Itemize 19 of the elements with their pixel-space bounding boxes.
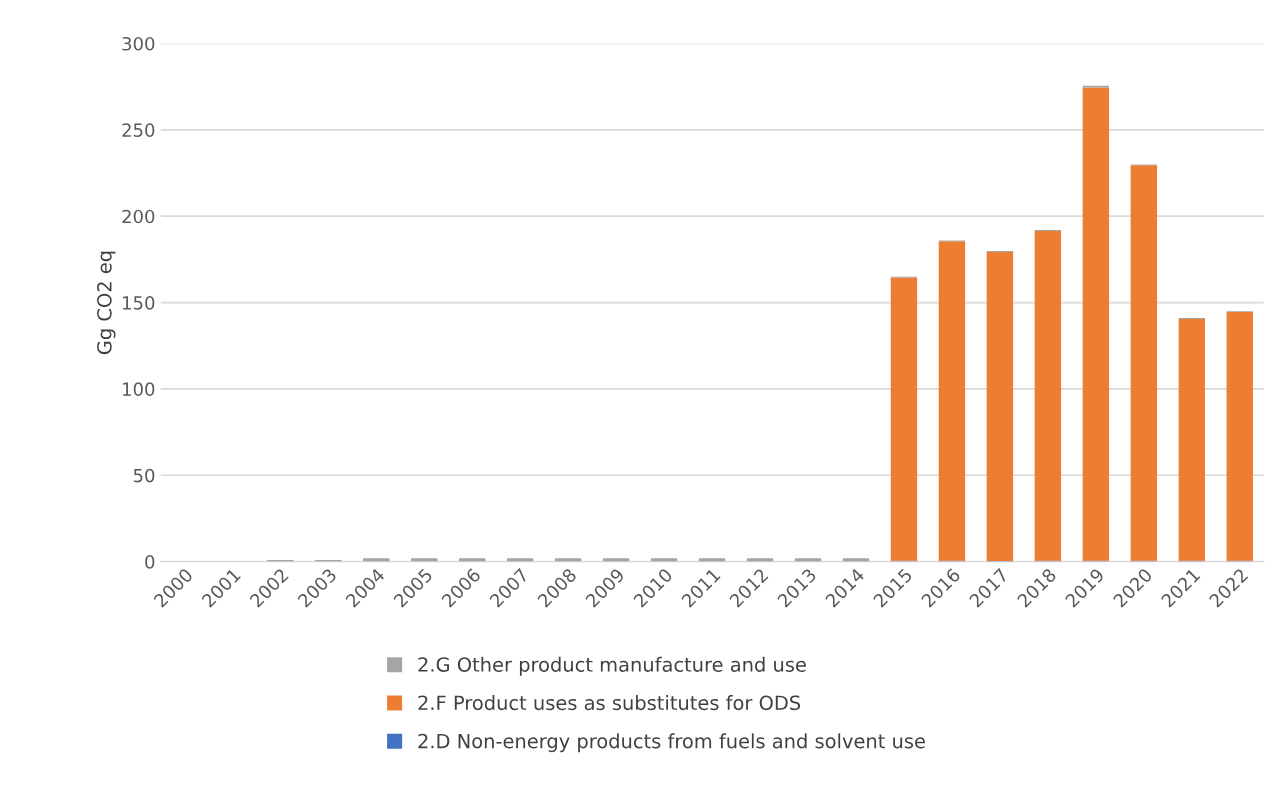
bar	[1034, 230, 1062, 561]
bar	[938, 241, 966, 561]
y-tick-label: 250	[122, 123, 155, 137]
y-tick-label: 100	[123, 382, 155, 397]
y-tick-label: 0	[145, 555, 155, 569]
bar	[1178, 318, 1205, 561]
legend-label: 2.D Non-energy products from fuels and solvent use	[418, 733, 925, 753]
y-tick-label: 200	[122, 209, 155, 224]
legend-label: 2.G Other product manufacture and use	[418, 656, 806, 676]
bar	[1130, 165, 1158, 561]
y-axis-title: Gg CO2 eq	[97, 251, 116, 355]
legend-label: 2.F Product uses as substitutes for ODS	[418, 695, 801, 711]
y-tick-label: 300	[122, 36, 155, 51]
bar	[890, 277, 918, 561]
bar	[1226, 312, 1253, 561]
y-tick-label: 50	[133, 468, 155, 483]
bar	[1082, 87, 1110, 561]
bar	[986, 251, 1014, 562]
y-tick-label: 150	[123, 296, 155, 310]
